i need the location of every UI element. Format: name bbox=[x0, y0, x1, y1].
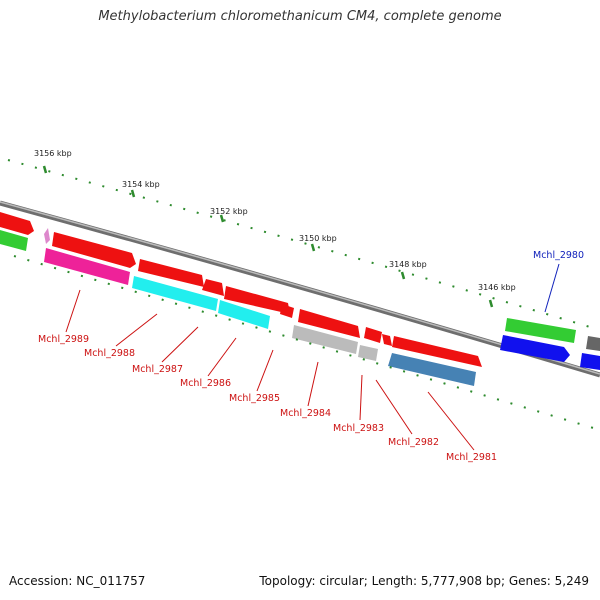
gene-block-cyan-1 bbox=[132, 276, 218, 311]
gene-block-green-1 bbox=[505, 318, 576, 343]
map-title: Methylobacterium chloromethanicum CM4, c… bbox=[98, 9, 502, 24]
gene-block-red-2 bbox=[52, 232, 136, 268]
major-ticks bbox=[42, 165, 494, 308]
leader-2984 bbox=[307, 361, 319, 407]
gene-block-steelblue bbox=[388, 353, 476, 386]
gene-block-red-10 bbox=[392, 336, 482, 367]
gene-label-2985: Mchl_2985 bbox=[229, 393, 280, 404]
gene-block-red-8 bbox=[364, 327, 382, 343]
gene-label-2986: Mchl_2986 bbox=[180, 378, 231, 389]
leader-2982 bbox=[375, 379, 413, 435]
leader-2985 bbox=[256, 349, 274, 392]
gene-block-blue-1 bbox=[500, 335, 570, 362]
gene-block-red-4 bbox=[202, 279, 224, 296]
reverse-genes bbox=[0, 230, 600, 386]
gene-block-red-6 bbox=[280, 304, 294, 318]
gene-label-2989: Mchl_2989 bbox=[38, 334, 89, 345]
gene-block-grey-2 bbox=[358, 345, 378, 361]
gene-block-red-3 bbox=[138, 259, 204, 287]
leader-2986 bbox=[207, 337, 237, 377]
gene-block-blue-2 bbox=[580, 353, 600, 370]
gene-label-2988: Mchl_2988 bbox=[84, 348, 135, 359]
gene-block-red-9 bbox=[382, 334, 392, 346]
gene-block-cyan-2 bbox=[218, 300, 270, 329]
leader-2989 bbox=[65, 289, 81, 333]
gene-block-dark-1 bbox=[586, 336, 600, 351]
gene-block-green-2 bbox=[0, 230, 28, 251]
gene-label-2983: Mchl_2983 bbox=[333, 423, 384, 434]
forward-genes bbox=[0, 212, 600, 367]
gene-label-2982: Mchl_2982 bbox=[388, 437, 439, 448]
gene-label-2981: Mchl_2981 bbox=[446, 452, 497, 463]
gene-label-2980: Mchl_2980 bbox=[533, 250, 584, 261]
gene-block-pink-small bbox=[44, 228, 50, 244]
leader-2987 bbox=[161, 326, 199, 363]
leader-lines bbox=[65, 263, 560, 451]
leader-2980 bbox=[544, 263, 560, 313]
tick-label-3152: 3152 kbp bbox=[210, 207, 248, 216]
gene-block-magenta bbox=[44, 248, 130, 285]
leader-2981 bbox=[427, 391, 475, 451]
gene-block-red-1 bbox=[0, 212, 34, 235]
tick-label-3146: 3146 kbp bbox=[478, 283, 516, 292]
leader-2983 bbox=[359, 374, 363, 421]
tick-label-3148: 3148 kbp bbox=[389, 260, 427, 269]
gene-label-2984: Mchl_2984 bbox=[280, 408, 331, 419]
gene-labels: Mchl_2989 Mchl_2988 Mchl_2987 Mchl_2986 … bbox=[38, 250, 584, 463]
leader-2988 bbox=[115, 313, 158, 347]
gene-block-grey-1 bbox=[292, 325, 358, 354]
tick-label-3150: 3150 kbp bbox=[299, 234, 337, 243]
genome-summary-text: Topology: circular; Length: 5,777,908 bp… bbox=[259, 574, 589, 588]
tick-label-3154: 3154 kbp bbox=[122, 180, 160, 189]
gene-label-2987: Mchl_2987 bbox=[132, 364, 183, 375]
tick-ring-outer bbox=[7, 159, 600, 331]
gene-block-red-7 bbox=[298, 309, 360, 338]
gene-block-red-5 bbox=[224, 286, 290, 314]
tick-label-3156: 3156 kbp bbox=[34, 149, 72, 158]
accession-text: Accession: NC_011757 bbox=[9, 574, 146, 588]
